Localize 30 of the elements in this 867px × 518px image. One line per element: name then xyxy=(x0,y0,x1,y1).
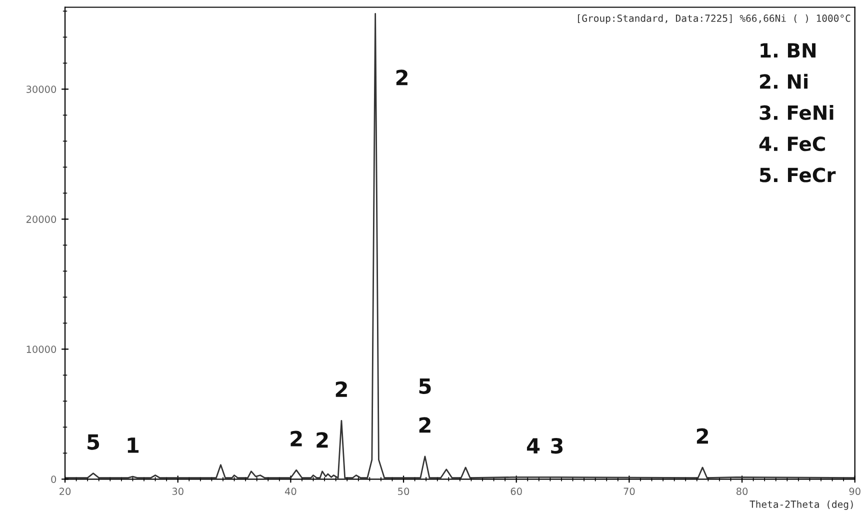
annotation: 5. FeCr xyxy=(760,168,836,182)
y-tick-label: 30000 xyxy=(26,86,56,93)
x-tick-label: 30 xyxy=(172,488,184,496)
annotation: 2 xyxy=(696,428,708,444)
x-tick-label: 70 xyxy=(624,488,635,496)
y-tick-label: 10000 xyxy=(26,346,56,353)
annotation: 3. FeNi xyxy=(760,104,834,120)
x-tick-label: 50 xyxy=(398,488,410,496)
annotation: 4 xyxy=(526,438,540,454)
x-tick-label: 40 xyxy=(284,488,296,496)
x-tick-label: 80 xyxy=(736,488,748,496)
annotation: 2 xyxy=(316,432,328,448)
annotation: 2 xyxy=(290,430,302,446)
annotation: 2 xyxy=(396,70,408,86)
annotation: 5 xyxy=(88,434,100,450)
y-tick-label: 0 xyxy=(51,476,56,483)
x-tick-label: 20 xyxy=(60,488,71,496)
annotation: 2. Ni xyxy=(760,74,808,89)
text: [Group:Standard, Data:7225] %66,66Ni ( ) 1000°C xyxy=(578,14,850,24)
annotation: 2 xyxy=(419,417,430,433)
y-tick-label: 20000 xyxy=(26,216,56,223)
annotation: 5 xyxy=(419,378,431,394)
annotation: 1 xyxy=(128,438,139,453)
annotation: 1. BN xyxy=(760,43,816,58)
annotation: 2 xyxy=(336,381,347,397)
x-axis-title: Theta-2Theta (deg) xyxy=(750,500,853,510)
annotation: 3 xyxy=(551,438,563,454)
x-tick-label: 90 xyxy=(849,488,860,496)
x-tick-label: 60 xyxy=(510,488,522,496)
annotation: 4. FeC xyxy=(759,136,825,152)
